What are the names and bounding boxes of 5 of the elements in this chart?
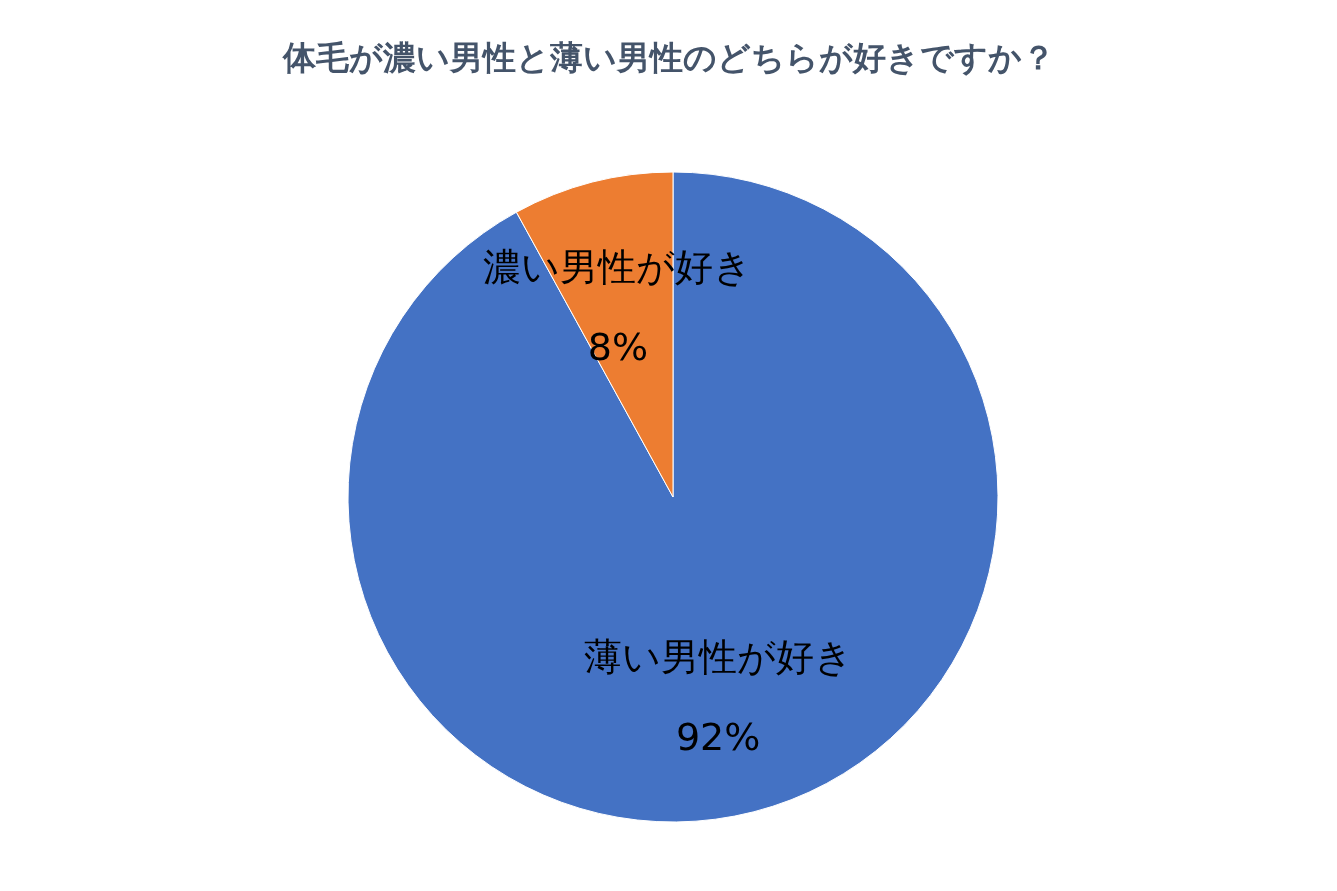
chart-title: 体毛が濃い男性と薄い男性のどちらが好きですか？ bbox=[281, 37, 1056, 79]
slice-label: 薄い男性が好き bbox=[583, 635, 853, 680]
data-label: 92% bbox=[675, 715, 761, 760]
data-label: 8% bbox=[587, 324, 649, 369]
pie-slice bbox=[347, 171, 999, 822]
